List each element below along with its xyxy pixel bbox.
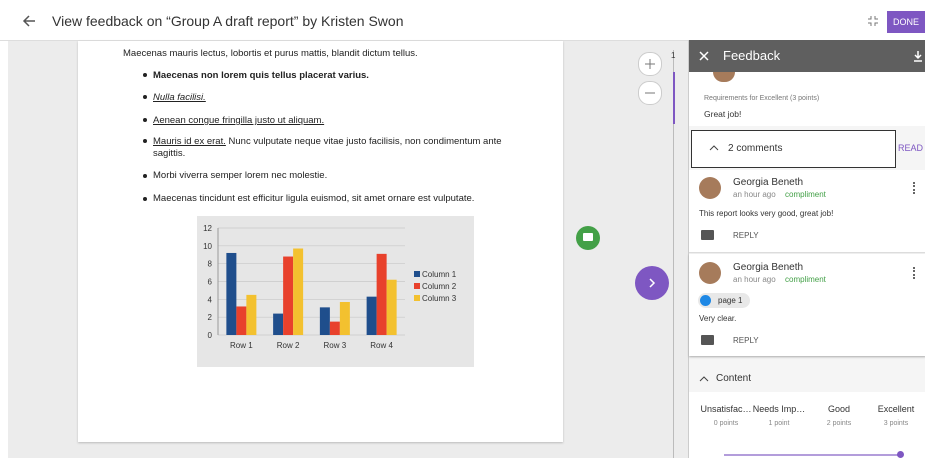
level-name: Unsatisfac… (696, 404, 756, 414)
level-points: 0 points (696, 420, 756, 427)
y-tick-label: 0 (208, 331, 213, 340)
avatar (699, 262, 721, 284)
x-tick-label: Row 4 (370, 341, 393, 350)
bar (226, 253, 236, 335)
bar (377, 254, 387, 335)
comment-text: Very clear. (699, 314, 736, 323)
reply-button[interactable]: REPLY (733, 336, 759, 345)
paragraph: Maecenas mauris lectus, lobortis et puru… (123, 48, 418, 59)
list-item: Maecenas tincidunt est efficitur ligula … (153, 193, 474, 204)
page-chip[interactable]: page 1 (698, 293, 750, 308)
embedded-chart: 0 2 4 6 8 10 12 Row 1 Row 2 Row 3 Row 4 Column 1 Col… (197, 216, 474, 367)
y-tick-label: 6 (208, 278, 213, 287)
x-tick-label: Row 1 (230, 341, 253, 350)
comment-author: Georgia Beneth (733, 262, 803, 273)
link[interactable]: Mauris id ex erat. (153, 136, 226, 147)
list-item: Nulla facilisi. (153, 92, 206, 103)
legend-label: Column 2 (422, 282, 457, 291)
level-points: 3 points (866, 420, 925, 427)
bar (387, 280, 397, 335)
feedback-panel: Feedback Requirements for Excellent (3 p… (688, 40, 925, 458)
menu-button[interactable] (913, 182, 917, 194)
list-item: Mauris id ex erat. Nunc vulputate neque … (153, 136, 523, 160)
slider-handle[interactable] (897, 451, 904, 458)
chevron (699, 375, 709, 383)
comment-time: an hour ago (733, 190, 776, 199)
page-title: View feedback on “Group A draft report” … (52, 13, 403, 29)
screen: View feedback on “Group A draft report” … (0, 0, 925, 458)
zoom-in[interactable] (638, 52, 662, 76)
bar (283, 257, 293, 335)
x-tick-label: Row 3 (324, 341, 347, 350)
close-button[interactable] (699, 51, 709, 61)
bullet (143, 174, 147, 178)
y-tick-label: 8 (208, 260, 213, 269)
bar (340, 302, 350, 335)
legend-label: Column 1 (422, 270, 457, 279)
comment-card: Georgia Beneth an hour ago compliment Th… (689, 170, 925, 253)
like-button[interactable] (701, 230, 714, 240)
comment-author: Georgia Beneth (733, 177, 803, 188)
collapse-button[interactable] (867, 15, 879, 27)
bar (330, 322, 340, 335)
like-button[interactable] (701, 335, 714, 345)
avatar (699, 177, 721, 199)
comment-marker[interactable] (576, 226, 600, 250)
menu-button[interactable] (913, 267, 917, 279)
bar (273, 314, 283, 335)
comment-tag: compliment (785, 275, 826, 284)
download-button[interactable] (913, 50, 923, 62)
level-points: 2 points (809, 420, 869, 427)
comment-text: This report looks very good, great job! (699, 209, 833, 218)
zoom-out[interactable] (638, 81, 662, 105)
y-tick-label: 10 (203, 242, 212, 251)
bullet (143, 197, 147, 201)
comment-time: an hour ago (733, 275, 776, 284)
done-button[interactable]: DONE (887, 11, 925, 33)
bullet (143, 118, 147, 122)
comment-tag: compliment (785, 190, 826, 199)
level-points: 1 point (749, 420, 809, 427)
bar (246, 295, 256, 335)
level-name: Excellent (866, 404, 925, 414)
read-button[interactable]: READ (898, 143, 923, 153)
legend-swatch (414, 283, 420, 289)
section-title: Content (716, 373, 751, 384)
legend-swatch (414, 271, 420, 277)
chevron (709, 144, 719, 152)
comments-toggle[interactable] (691, 130, 896, 168)
list-item: Aenean congue fringilla justo ut aliquam… (153, 115, 324, 126)
bullet (143, 73, 147, 77)
page-label: page 1 (718, 296, 742, 305)
legend-label: Column 3 (422, 294, 457, 303)
list-item: Morbi viverra semper lorem nec molestie. (153, 170, 327, 181)
scroll-thumb[interactable] (673, 72, 675, 124)
level-name: Needs Imp… (749, 404, 809, 414)
bullet (143, 139, 147, 143)
page-indicator: 1 (671, 51, 675, 60)
bar (293, 249, 303, 335)
x-tick-label: Row 2 (277, 341, 300, 350)
requirement: Requirements for Excellent (3 points) (704, 95, 819, 102)
bar (320, 307, 330, 335)
list-item: Maecenas non lorem quis tellus placerat … (153, 70, 369, 81)
comments-count: 2 comments (728, 143, 782, 154)
y-tick-label: 2 (208, 313, 213, 322)
comment-card: Georgia Beneth an hour ago compliment pa… (689, 254, 925, 356)
rating-comment: Great job! (704, 109, 741, 119)
reply-button[interactable]: REPLY (733, 231, 759, 240)
y-tick-label: 4 (208, 295, 213, 304)
level-name: Good (809, 404, 869, 414)
bar (236, 306, 246, 335)
rubric-slider (724, 454, 902, 456)
back-button[interactable] (22, 14, 36, 28)
bar (367, 297, 377, 335)
panel-title: Feedback (723, 48, 780, 63)
y-tick-label: 12 (203, 224, 212, 233)
bullet (143, 95, 147, 99)
legend-swatch (414, 295, 420, 301)
next-button[interactable] (635, 266, 669, 300)
